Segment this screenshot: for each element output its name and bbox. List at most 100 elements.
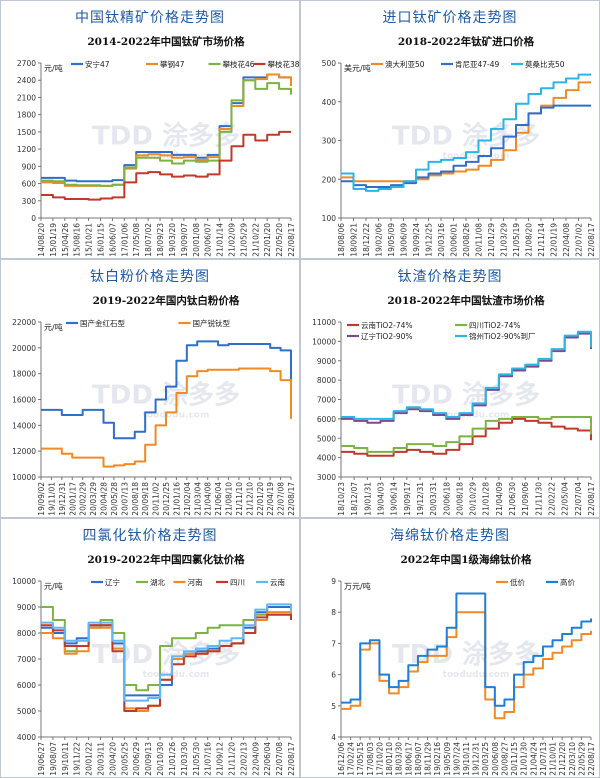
x-tick-label: 18/12/07: [350, 482, 359, 516]
x-tick-label: 15/08/16: [73, 223, 82, 257]
legend-label: 低价: [510, 577, 525, 587]
x-tick-label: 18/12/22: [362, 223, 371, 257]
legend-label: 攀枝花46: [223, 59, 255, 69]
x-tick-label: 22/02/22: [548, 482, 557, 516]
legend-label: 云南TiO2-74%: [361, 320, 413, 330]
watermark-subtext: toodudu.com: [443, 670, 510, 680]
x-tick-label: 22/05/04: [561, 482, 570, 516]
watermark-subtext: toodudu.com: [143, 411, 210, 421]
x-tick-label: 21/01/16: [172, 482, 181, 516]
y-tick-label: 5: [331, 702, 336, 711]
y-tick-label: 8000: [317, 376, 336, 385]
x-tick-label: 19/12/31: [58, 482, 67, 516]
y-tick-label: 5000: [17, 707, 36, 716]
x-tick-label: 19/06/14: [390, 482, 399, 516]
x-tick-label: 20/05/28: [110, 482, 119, 516]
panel-titanium-tetrachloride: 四氯化钛价格走势图 TDD 涂多多 toodudu.com 2019-2022年中国…: [0, 518, 300, 778]
x-tick-label: 19/07/24: [452, 742, 461, 776]
x-tick-label: 20/12/25: [162, 482, 171, 516]
x-tick-label: 15/04/26: [61, 223, 70, 257]
x-tick-label: 21/10/22: [251, 223, 260, 257]
y-unit-label: 万元/吨: [344, 581, 371, 591]
x-tick-label: 20/06/01: [450, 223, 459, 257]
x-tick-label: 18/09/07: [414, 742, 423, 776]
y-tick-label: 11000: [312, 318, 336, 327]
x-tick-label: 22/05/20: [275, 223, 284, 257]
x-tick-label: 22/08/17: [587, 742, 596, 776]
y-tick-label: 6: [331, 671, 336, 680]
x-tick-label: 22/02/13: [239, 742, 248, 776]
x-tick-label: 20/10/30: [156, 742, 165, 776]
x-tick-label: 18/03/30: [395, 742, 404, 776]
x-tick-label: 22/07/02: [575, 223, 584, 257]
x-tick-label: 15/01/19: [49, 223, 58, 257]
x-tick-label: 17/02/24: [347, 742, 356, 776]
y-tick-label: 300: [322, 137, 337, 146]
panel-titanium-concentrate: 中国钛精矿价格走势图 TDD 涂多多 toodudu.com 2014-2022年中…: [0, 0, 300, 259]
y-tick-label: 900: [22, 162, 37, 171]
x-tick-label: 20/08/26: [462, 223, 471, 257]
y-tick-label: 16000: [12, 396, 36, 405]
y-tick-label: 10000: [312, 337, 336, 346]
panel-heading: 钛渣价格走势图: [397, 269, 503, 285]
panel-heading: 海绵钛价格走势图: [390, 528, 510, 544]
x-tick-label: 20/03/16: [437, 223, 446, 257]
x-tick-label: 22/07/08: [277, 482, 286, 516]
x-tick-label: 19/02/16: [433, 742, 442, 776]
y-tick-label: 3000: [317, 473, 336, 482]
legend-label: 辽宁: [105, 577, 120, 587]
x-tick-label: 18/10/23: [337, 482, 346, 516]
x-tick-label: 20/01/22: [85, 742, 94, 776]
x-tick-label: 21/01/26: [168, 742, 177, 776]
x-tick-label: 20/09/13: [144, 742, 153, 776]
y-tick-label: 0: [31, 214, 36, 223]
panel-heading: 进口钛矿价格走势图: [382, 10, 518, 26]
y-tick-label: 9: [331, 577, 336, 586]
x-tick-label: 20/01/17: [68, 482, 77, 516]
x-tick-label: 17/10/20: [375, 742, 384, 776]
x-tick-label: 21/01/30: [520, 742, 529, 776]
y-tick-label: 200: [322, 175, 337, 184]
series-line: [341, 611, 592, 720]
x-tick-label: 19/11/22: [73, 742, 82, 776]
watermark-subtext: toodudu.com: [443, 152, 510, 162]
y-unit-label: 美元/吨: [344, 63, 371, 73]
x-tick-label: 22/01/19: [550, 223, 559, 257]
y-tick-label: 5000: [317, 434, 336, 443]
series-line: [341, 81, 591, 183]
series-line: [341, 73, 591, 192]
x-tick-label: 19/10/11: [61, 742, 70, 776]
series-line: [41, 73, 292, 183]
y-tick-label: 4000: [317, 454, 336, 463]
x-tick-label: 21/08/20: [525, 223, 534, 257]
x-tick-label: 22/04/08: [562, 223, 571, 257]
legend-label: 四川: [230, 578, 245, 587]
x-tick-label: 20/11/02: [152, 482, 161, 516]
x-tick-label: 20/03/25: [481, 742, 490, 776]
x-tick-label: 17/05/15: [356, 742, 365, 776]
x-tick-label: 16/06/07: [108, 223, 117, 257]
series-line: [341, 330, 592, 420]
y-tick-label: 2700: [17, 59, 36, 68]
y-tick-label: 7000: [17, 655, 36, 664]
y-tick-label: 1200: [17, 145, 36, 154]
watermark-subtext: toodudu.com: [143, 670, 210, 680]
x-tick-label: 22/05/29: [577, 742, 586, 776]
legend-label: 四川TiO2-74%: [469, 321, 521, 330]
y-tick-label: 10000: [12, 473, 36, 482]
x-tick-label: 22/01/20: [263, 223, 272, 257]
x-tick-label: 22/08/17: [287, 482, 296, 516]
y-tick-label: 8: [331, 608, 336, 617]
x-tick-label: 20/11/15: [510, 742, 519, 776]
x-tick-label: 16/01/15: [97, 223, 106, 257]
x-tick-label: 20/10/29: [469, 482, 478, 516]
series-line: [41, 340, 292, 440]
x-tick-label: 22/04/19: [266, 482, 275, 516]
x-tick-label: 21/02/09: [227, 223, 236, 257]
x-tick-label: 20/07/13: [120, 482, 129, 516]
x-tick-label: 17/08/03: [366, 742, 375, 776]
